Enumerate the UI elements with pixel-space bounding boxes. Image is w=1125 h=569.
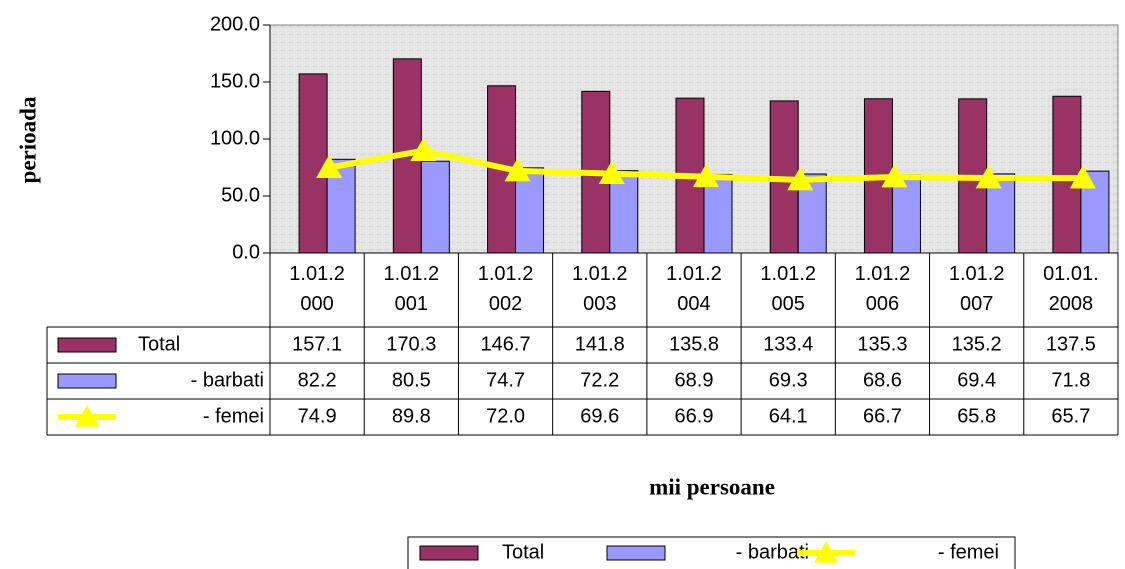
x-tick-label: 01.01.2008: [1043, 263, 1099, 315]
x-tick-label: 1.01.2007: [948, 263, 1005, 315]
x-tick-label: 1.01.2005: [760, 263, 817, 315]
legend-swatch: [419, 545, 479, 561]
y-tick-label: 200.0: [210, 13, 260, 35]
cell-value: 157.1: [292, 333, 342, 355]
marker: [1069, 165, 1096, 189]
bar: [891, 174, 921, 254]
x-tick-label-box: 1.01.2001: [383, 263, 440, 315]
x-axis-title: mii persoane: [649, 474, 775, 499]
bar: [298, 73, 328, 254]
x-tick-label-box: 1.01.2004: [666, 263, 722, 315]
cell-value: 69.4: [957, 369, 996, 391]
x-tick-label-box: 1.01.2003: [571, 263, 628, 315]
x-tick-label: 1.01.2001: [383, 263, 440, 315]
x-tick-label: 1.01.2000: [289, 263, 345, 315]
cell-value: 66.7: [863, 405, 902, 427]
cell-value: 64.1: [769, 405, 808, 427]
cell-value: 135.2: [952, 333, 1002, 355]
marker: [975, 164, 1002, 189]
cell-value: 69.3: [769, 369, 808, 391]
cell-value: 65.7: [1051, 405, 1090, 427]
legend-label: Total: [502, 541, 544, 563]
row-label: - femei: [203, 405, 264, 427]
x-tick-label-box: 1.01.2005: [760, 263, 817, 315]
cell-value: 65.8: [957, 405, 996, 427]
x-tick-label-box: 1.01.2002: [477, 263, 534, 315]
cell-value: 68.6: [863, 369, 902, 391]
cell-value: 71.8: [1051, 369, 1090, 391]
marker: [504, 157, 531, 182]
cell-value: 68.9: [675, 369, 714, 391]
legend-swatch: [606, 545, 666, 561]
cell-value: 170.3: [386, 333, 436, 355]
legend-label: - barbati: [736, 541, 809, 563]
x-tick-label: 1.01.2006: [854, 263, 911, 315]
legend-label: - femei: [938, 541, 999, 563]
marker: [787, 166, 814, 191]
bar: [515, 167, 545, 254]
cell-value: 80.5: [392, 369, 431, 391]
cell-value: 135.3: [857, 333, 907, 355]
cell-value: 74.7: [486, 369, 525, 391]
row-label: - barbati: [191, 369, 264, 391]
cell-value: 82.2: [298, 369, 337, 391]
marker: [598, 160, 625, 185]
cell-value: 141.8: [575, 333, 625, 355]
x-tick-label: 1.01.2004: [666, 263, 722, 315]
cell-value: 89.8: [392, 405, 431, 427]
legend-swatch: [57, 373, 117, 389]
y-tick-label: 150.0: [210, 70, 260, 92]
legend-swatch: [57, 337, 117, 353]
bar: [609, 170, 639, 254]
bar: [1052, 95, 1082, 254]
y-tick-label: 100.0: [210, 127, 260, 149]
cell-value: 74.9: [298, 405, 337, 427]
x-tick-label-box: 01.01.2008: [1043, 263, 1099, 315]
x-tick-label-box: 1.01.2007: [948, 263, 1005, 315]
x-tick-label-box: 1.01.2006: [854, 263, 911, 315]
y-tick-label: 0.0: [232, 241, 260, 263]
cell-value: 135.8: [669, 333, 719, 355]
cell-value: 69.6: [580, 405, 619, 427]
cell-value: 66.9: [675, 405, 714, 427]
marker: [410, 137, 437, 162]
x-tick-label: 1.01.2002: [477, 263, 534, 315]
cell-value: 146.7: [481, 333, 531, 355]
marker: [693, 163, 719, 188]
bar: [420, 160, 450, 254]
x-tick-label-box: 1.01.2000: [289, 263, 345, 315]
x-tick-label: 1.01.2003: [571, 263, 628, 315]
legend-box: [407, 536, 1016, 569]
cell-value: 72.2: [580, 369, 619, 391]
marker: [881, 163, 908, 188]
y-axis-title: perioada: [15, 96, 40, 183]
legend-swatch: [75, 405, 99, 427]
marker: [316, 154, 343, 179]
cell-value: 133.4: [763, 333, 813, 355]
legend-swatch: [814, 541, 838, 563]
row-label: Total: [138, 333, 180, 355]
y-tick-label: 50.0: [221, 184, 260, 206]
cell-value: 137.5: [1046, 333, 1096, 355]
cell-value: 72.0: [486, 405, 525, 427]
